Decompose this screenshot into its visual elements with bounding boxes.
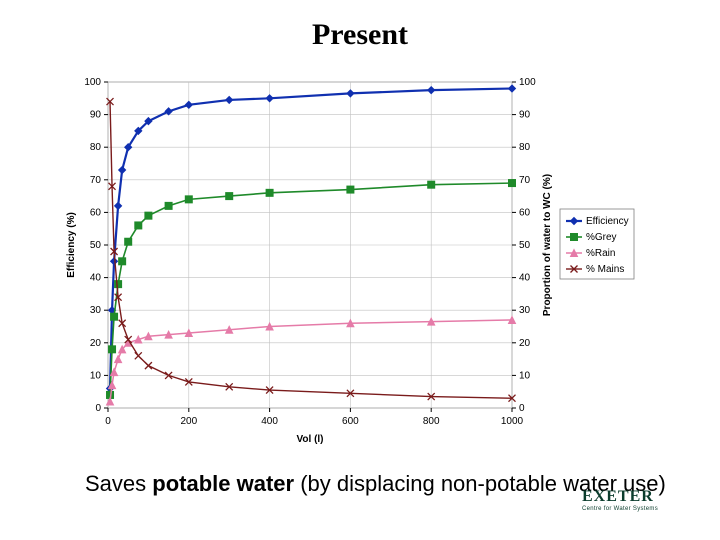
chart: 0102030405060708090100010203040506070809…: [60, 72, 640, 452]
svg-text:Proportion of water to WC (%): Proportion of water to WC (%): [542, 174, 553, 316]
svg-text:1000: 1000: [501, 416, 524, 427]
svg-text:600: 600: [342, 416, 359, 427]
svg-text:60: 60: [90, 207, 102, 218]
svg-text:90: 90: [90, 110, 102, 121]
svg-text:40: 40: [90, 273, 102, 284]
svg-text:%Grey: %Grey: [586, 232, 617, 243]
svg-text:40: 40: [519, 273, 531, 284]
svg-text:30: 30: [90, 305, 102, 316]
svg-text:70: 70: [90, 175, 102, 186]
svg-text:70: 70: [519, 175, 531, 186]
svg-text:20: 20: [519, 338, 531, 349]
svg-text:30: 30: [519, 305, 531, 316]
svg-text:80: 80: [90, 142, 102, 153]
svg-text:0: 0: [519, 403, 525, 414]
svg-text:Vol (l): Vol (l): [296, 434, 323, 445]
svg-text:%Rain: %Rain: [586, 248, 615, 259]
svg-text:100: 100: [519, 77, 536, 88]
svg-text:90: 90: [519, 110, 531, 121]
exeter-logo: EXETER Centre for Water Systems: [582, 488, 702, 522]
logo-sub: Centre for Water Systems: [582, 506, 702, 512]
caption-bold: potable water: [152, 471, 294, 496]
svg-text:10: 10: [519, 370, 531, 381]
svg-text:% Mains: % Mains: [586, 264, 624, 275]
svg-text:Efficiency: Efficiency: [586, 216, 629, 227]
svg-text:400: 400: [261, 416, 278, 427]
svg-text:200: 200: [180, 416, 197, 427]
svg-text:800: 800: [423, 416, 440, 427]
svg-text:60: 60: [519, 207, 531, 218]
svg-text:50: 50: [519, 240, 531, 251]
logo-main: EXETER: [582, 488, 702, 506]
svg-text:Efficiency (%): Efficiency (%): [66, 212, 77, 278]
caption-pre: Saves: [85, 471, 152, 496]
caption: Saves potable water (by displacing non-p…: [85, 470, 666, 498]
svg-text:80: 80: [519, 142, 531, 153]
svg-text:100: 100: [84, 77, 101, 88]
svg-text:0: 0: [95, 403, 101, 414]
svg-text:0: 0: [105, 416, 111, 427]
svg-text:20: 20: [90, 338, 102, 349]
svg-text:50: 50: [90, 240, 102, 251]
svg-text:10: 10: [90, 370, 102, 381]
page-title: Present: [0, 0, 720, 52]
